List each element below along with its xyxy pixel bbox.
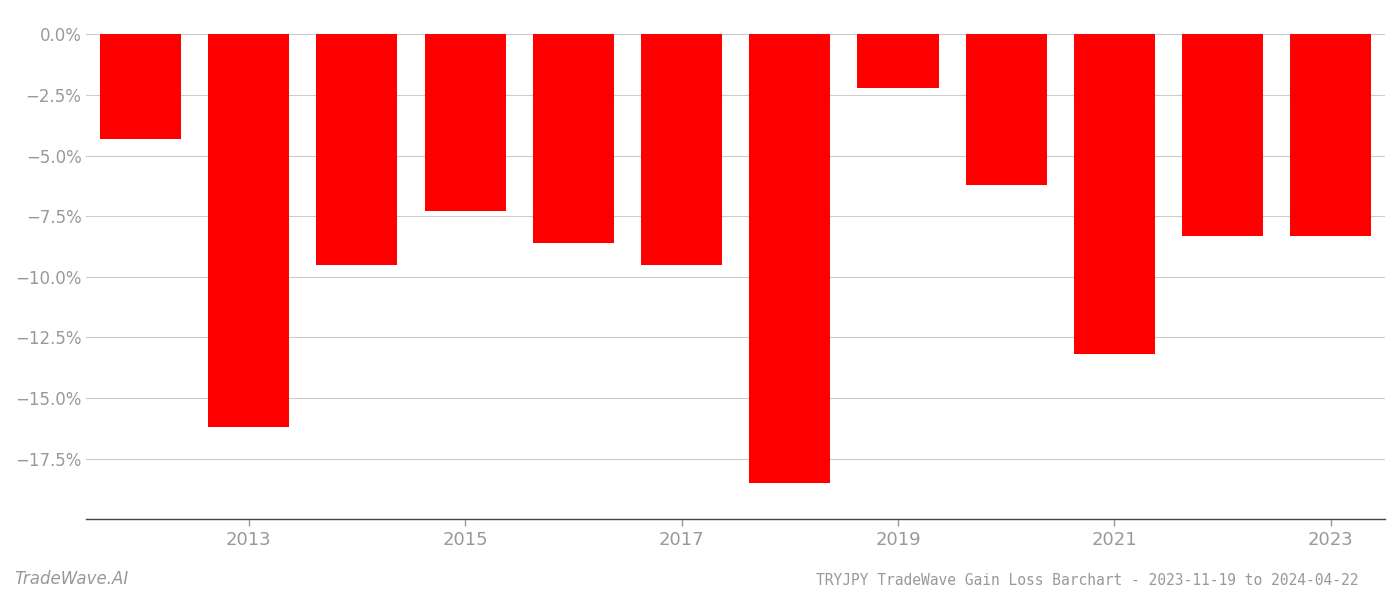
Bar	[1182, 34, 1263, 236]
Bar	[533, 34, 615, 243]
Bar	[1291, 34, 1372, 236]
Bar	[99, 34, 181, 139]
Bar	[966, 34, 1047, 185]
Text: TradeWave.AI: TradeWave.AI	[14, 570, 129, 588]
Bar	[1074, 34, 1155, 355]
Bar	[316, 34, 398, 265]
Text: TRYJPY TradeWave Gain Loss Barchart - 2023-11-19 to 2024-04-22: TRYJPY TradeWave Gain Loss Barchart - 20…	[815, 573, 1358, 588]
Bar	[424, 34, 505, 211]
Bar	[209, 34, 290, 427]
Bar	[641, 34, 722, 265]
Bar	[749, 34, 830, 483]
Bar	[857, 34, 938, 88]
